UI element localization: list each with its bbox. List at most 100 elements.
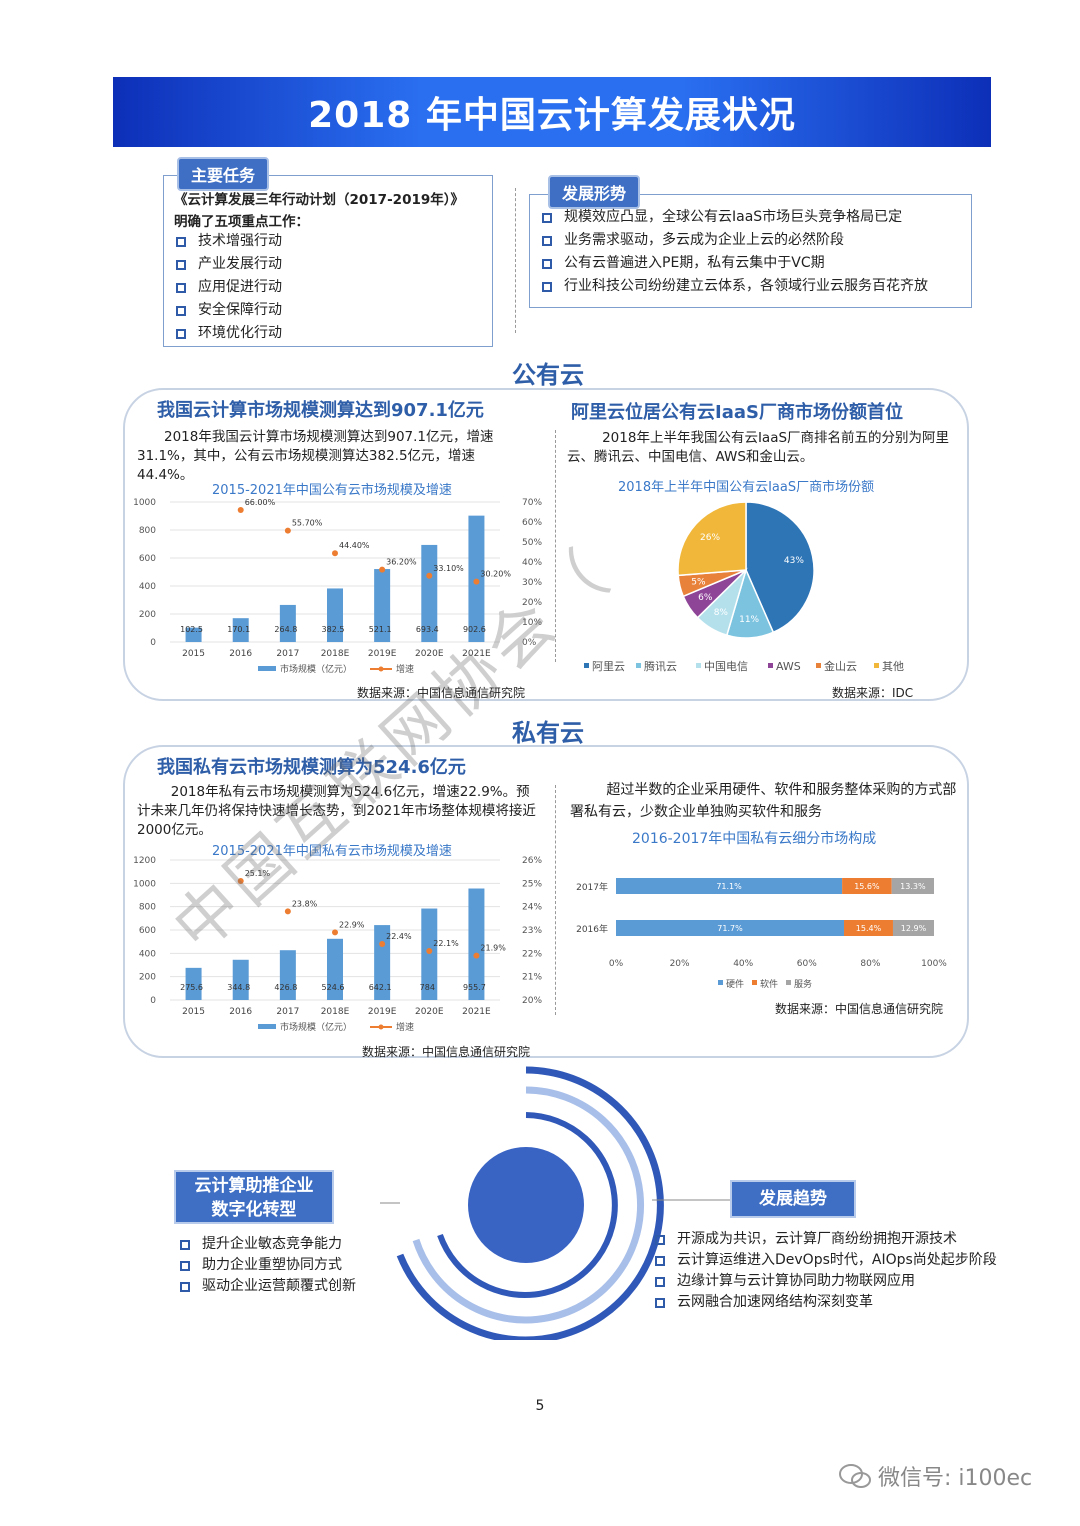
line-point: [473, 952, 480, 959]
line-value-label: 44.40%: [339, 541, 370, 550]
private-left-source: 数据来源：中国信息通信研究院: [362, 1045, 531, 1059]
rings-diagram: [380, 1066, 680, 1340]
x-tick-label: 2016: [229, 1007, 252, 1017]
slice-label: 26%: [700, 533, 720, 543]
list-item: 提升企业敏态竞争能力: [180, 1234, 356, 1255]
private-segment-chart: 2017年 71.1% 15.6% 13.3% 2016年 71.7% 15.4% 12.9%…: [576, 878, 947, 990]
private-cloud-title: 私有云: [512, 719, 584, 747]
square-bullet-icon: [542, 281, 552, 292]
panel-divider: [555, 785, 556, 1015]
y-tick-label: 800: [139, 526, 156, 536]
segment-label: 12.9%: [901, 924, 927, 933]
line-value-label: 66.00%: [245, 498, 276, 507]
y2-tick-label: 60%: [522, 518, 542, 528]
legend-label: 其他: [882, 660, 904, 673]
slice-label: 6%: [698, 593, 713, 603]
list-item: 公有云普遍进入PE期，私有云集中于VC期: [542, 252, 928, 275]
line-point: [332, 550, 338, 557]
pie-slice: [677, 501, 747, 577]
public-left-chart-title: 2015-2021年中国公有云市场规模及增速: [212, 483, 452, 498]
private-left-heading: 我国私有云市场规模测算为524.6亿元: [157, 757, 466, 778]
square-bullet-icon: [176, 259, 186, 270]
line-value-label: 23.8%: [292, 899, 318, 908]
y-tick-label: 0: [150, 996, 156, 1006]
y2-tick-label: 30%: [522, 578, 542, 588]
x-tick-label: 2020E: [415, 1007, 444, 1017]
list-item: 云计算运维进入DevOps时代，AIOps尚处起步阶段: [655, 1250, 997, 1271]
line-point: [332, 929, 338, 936]
y-tick-label: 1000: [133, 879, 156, 889]
square-bullet-icon: [655, 1297, 665, 1308]
bar-value-label: 902.6: [463, 625, 486, 634]
bar: [232, 959, 249, 1000]
legend-swatch: [752, 980, 757, 985]
legend-label: 金山云: [824, 659, 857, 673]
y-tick-label: 800: [139, 903, 156, 913]
panel-divider: [555, 430, 556, 662]
public-left-paragraph: 2018年我国云计算市场规模测算达到907.1亿元，增速31.1%，其中，公有云…: [137, 429, 494, 483]
line-point: [284, 527, 291, 534]
public-right-chart-title: 2018年上半年中国公有云IaaS厂商市场份额: [618, 480, 875, 495]
y2-tick-label: 10%: [522, 618, 542, 628]
segment-label: 15.4%: [856, 924, 882, 933]
x-tick-label: 2015: [182, 649, 205, 659]
pie-slice: [745, 501, 815, 634]
private-right-paragraph: 超过半数的企业采用硬件、软件和服务整体采购的方式部署私有云，少数企业单独购买软件…: [570, 782, 957, 820]
bar: [279, 604, 296, 642]
line-value-label: 22.9%: [339, 920, 365, 929]
line-point: [379, 941, 386, 947]
wechat-icon: [839, 1464, 871, 1488]
segment-label: 71.1%: [716, 882, 742, 891]
y2-tick-label: 20%: [522, 598, 542, 608]
page-number: 5: [535, 1398, 545, 1414]
y2-tick-label: 50%: [522, 538, 542, 548]
bar-segment: [844, 920, 893, 936]
main-tasks-intro-2: 明确了五项重点工作：: [174, 214, 309, 230]
square-bullet-icon: [542, 235, 552, 246]
bar-segment: [616, 878, 843, 894]
bar-value-label: 382.5: [322, 625, 345, 634]
line-value-label: 55.70%: [292, 519, 323, 528]
y2-tick-label: 20%: [522, 996, 542, 1006]
y-tick-label: 400: [139, 582, 156, 592]
line-value-label: 25.1%: [245, 869, 271, 878]
line-point: [473, 578, 480, 585]
slice-label: 43%: [784, 556, 804, 566]
legend-label: 增速: [396, 663, 414, 675]
square-bullet-icon: [655, 1234, 665, 1245]
legend-swatch: [636, 663, 641, 668]
y2-tick-label: 0%: [522, 638, 537, 648]
y2-tick-label: 70%: [522, 498, 542, 508]
legend-label: AWS: [776, 660, 801, 673]
x-tick-label: 100%: [921, 959, 947, 969]
segment-label: 13.3%: [900, 882, 926, 891]
line-point: [426, 948, 433, 954]
legend-swatch: [768, 663, 773, 668]
legend-swatch: [258, 1024, 276, 1029]
y2-tick-label: 25%: [522, 879, 542, 889]
line-value-label: 30.20%: [480, 570, 511, 579]
x-tick-label: 2018E: [321, 649, 350, 659]
bar-value-label: 170.1: [227, 625, 250, 634]
main-tasks-list: 技术增强行动 产业发展行动 应用促进行动 安全保障行动 环境优化行动: [176, 230, 282, 345]
inner-arc: [437, 1112, 618, 1298]
x-tick-label: 80%: [860, 959, 880, 969]
square-bullet-icon: [176, 328, 186, 339]
private-left-chart-title: 2015-2021年中国私有云市场规模及增速: [212, 844, 452, 859]
square-bullet-icon: [176, 305, 186, 316]
legend-swatch: [258, 666, 276, 671]
public-left-heading: 我国云计算市场规模测算达到907.1亿元: [157, 400, 484, 421]
public-cloud-title: 公有云: [512, 361, 584, 389]
square-bullet-icon: [542, 212, 552, 223]
x-tick-label: 2020E: [415, 649, 444, 659]
situation-list: 规模效应凸显，全球公有云IaaS市场巨头竞争格局已定 业务需求驱动，多云成为企业…: [542, 206, 928, 298]
bar-value-label: 521.1: [369, 625, 392, 634]
line-value-label: 22.4%: [386, 932, 412, 941]
line-point: [379, 566, 386, 573]
y2-tick-label: 40%: [522, 558, 542, 568]
x-tick-label: 2019E: [368, 1007, 397, 1017]
bar: [232, 618, 249, 642]
list-item: 产业发展行动: [176, 253, 282, 276]
square-bullet-icon: [180, 1281, 190, 1292]
digital-transformation-tag: 云计算助推企业 数字化转型: [174, 1170, 334, 1224]
